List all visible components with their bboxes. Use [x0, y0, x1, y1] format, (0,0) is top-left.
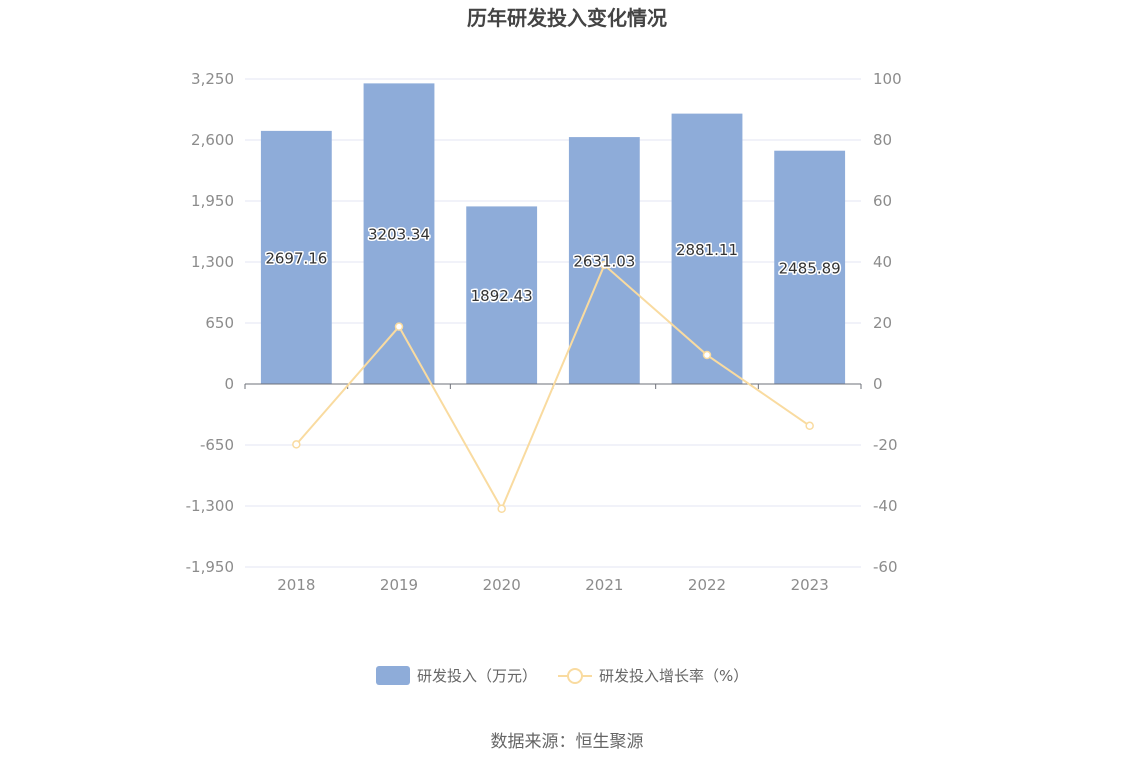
right-tick-label: 40 — [873, 253, 892, 271]
bar — [260, 130, 332, 384]
right-tick-label: 20 — [873, 314, 892, 332]
bar — [568, 137, 640, 384]
x-tick-label: 2023 — [791, 576, 829, 594]
growth-point — [600, 260, 609, 270]
right-tick-label: 0 — [873, 375, 883, 393]
bar-labels: 2697.16 3203.34 1892.43 2631.03 2881.11 2485.… — [264, 224, 842, 307]
right-tick-label: 60 — [873, 192, 892, 210]
x-tick-label: 2022 — [688, 576, 726, 594]
right-tick-label: -40 — [873, 497, 898, 515]
bar — [466, 206, 538, 384]
left-tick-label: -650 — [200, 436, 234, 454]
growth-point — [292, 440, 301, 449]
bar-value-label: 1892.43 — [471, 287, 533, 305]
growth-line — [295, 263, 811, 512]
left-tick-label: 3,250 — [191, 70, 234, 88]
growth-point — [394, 322, 404, 331]
right-tick-label: 100 — [873, 70, 902, 88]
left-tick-label: -1,950 — [186, 558, 234, 576]
bar-value-label: 2631.03 — [573, 253, 635, 271]
bar-value-label: 2485.89 — [779, 259, 841, 277]
left-tick-label: 650 — [205, 314, 234, 332]
bar — [363, 83, 435, 385]
right-tick-label: -60 — [873, 558, 898, 576]
grid-lines — [245, 78, 861, 568]
bar-value-label: 3203.34 — [368, 226, 430, 244]
bar — [671, 113, 743, 385]
legend-bar-label: 研发投入（万元） — [417, 667, 537, 685]
bar-value-label: 2881.11 — [676, 241, 738, 259]
legend-bar-swatch — [376, 666, 410, 685]
right-tick-label: -20 — [873, 436, 898, 454]
chart-title: 历年研发投入变化情况 — [467, 6, 667, 30]
line-series — [292, 260, 814, 513]
legend-line-marker — [567, 668, 583, 684]
bar-value-label: 2697.16 — [265, 249, 327, 267]
source-note: 数据来源：恒生聚源 — [491, 732, 644, 752]
left-axis: 3,250 2,600 1,950 1,300 650 0 -650 -1,300 -1,950 — [186, 70, 234, 576]
growth-point — [497, 504, 506, 513]
bar — [774, 150, 846, 384]
left-tick-label: -1,300 — [186, 497, 234, 515]
bar-series — [260, 83, 846, 385]
growth-point — [805, 421, 814, 431]
right-tick-label: 80 — [873, 131, 892, 149]
legend-item-bar[interactable]: 研发投入（万元） — [376, 666, 537, 685]
left-tick-label: 1,950 — [191, 192, 234, 210]
x-tick-label: 2021 — [585, 576, 623, 594]
x-tick-label: 2020 — [483, 576, 521, 594]
x-axis: 2018 2019 2020 2021 2022 2023 — [244, 383, 862, 594]
left-tick-label: 0 — [224, 375, 234, 393]
x-tick-label: 2019 — [380, 576, 418, 594]
legend[interactable]: 研发投入（万元） 研发投入增长率（%） — [376, 666, 748, 685]
right-axis: 100 80 60 40 20 0 -20 -40 -60 — [873, 70, 902, 576]
left-tick-label: 1,300 — [191, 253, 234, 271]
left-tick-label: 2,600 — [191, 131, 234, 149]
legend-line-label: 研发投入增长率（%） — [599, 667, 748, 685]
growth-point — [702, 350, 712, 360]
legend-item-line[interactable]: 研发投入增长率（%） — [558, 667, 748, 685]
x-tick-label: 2018 — [277, 576, 315, 594]
